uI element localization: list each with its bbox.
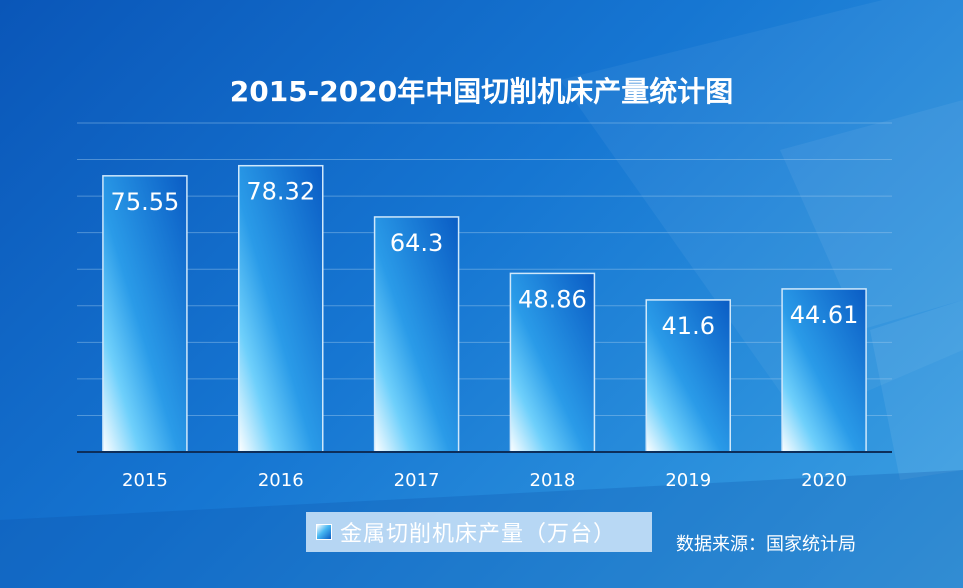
bar-2016 [238, 164, 324, 453]
data-label-2020: 44.61 [790, 301, 859, 329]
legend-label: 金属切削机床产量（万台） [340, 522, 617, 547]
gridlines [77, 122, 892, 416]
x-tick-2018: 2018 [530, 470, 576, 491]
data-label-2017: 64.3 [390, 229, 443, 257]
data-label-2018: 48.86 [518, 285, 587, 313]
legend: 金属切削机床产量（万台） [306, 512, 652, 552]
x-tick-2020: 2020 [801, 470, 847, 491]
data-label-2015: 75.55 [111, 188, 180, 216]
x-tick-2016: 2016 [258, 470, 304, 491]
data-label-2019: 41.6 [662, 312, 715, 340]
x-tick-2019: 2019 [665, 470, 711, 491]
x-axis-ticks: 2015 2016 2017 2018 2019 2020 [122, 470, 847, 491]
data-labels: 75.55 78.32 64.3 48.86 41.6 44.61 [111, 178, 859, 340]
bar-2015 [102, 175, 188, 453]
bar-2020 [781, 288, 867, 453]
legend-swatch [316, 524, 332, 540]
bars [102, 164, 867, 453]
data-source: 数据来源：国家统计局 [676, 534, 856, 555]
x-tick-2015: 2015 [122, 470, 168, 491]
data-label-2016: 78.32 [246, 178, 315, 206]
chart-title: 2015-2020年中国切削机床产量统计图 [229, 75, 734, 108]
x-tick-2017: 2017 [394, 470, 440, 491]
